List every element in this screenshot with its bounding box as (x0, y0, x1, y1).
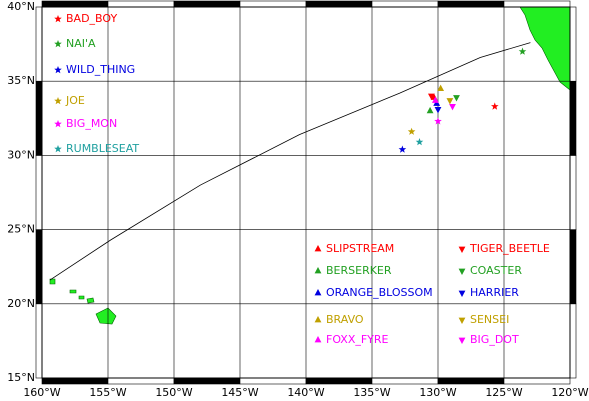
frame-segment (569, 6, 577, 82)
boat-marker (453, 95, 460, 102)
boat-marker (518, 47, 527, 55)
x-tick-label: 150°W (155, 386, 192, 399)
x-tick-label: 155°W (89, 386, 126, 399)
x-tick-label: 130°W (419, 386, 456, 399)
legend-marker (458, 268, 466, 275)
legend-marker (314, 316, 322, 323)
y-tick-label: 40°N (7, 0, 35, 13)
legend-marker (54, 40, 62, 48)
frame-segment (35, 229, 43, 305)
boat-marker (434, 106, 442, 114)
frame-segment (35, 80, 43, 156)
legend-marker (314, 336, 322, 343)
legend-marker (54, 120, 62, 128)
y-tick-label: 20°N (7, 297, 35, 310)
legend-label: NAI'A (66, 37, 96, 50)
legend-marker (458, 290, 466, 297)
frame-segment (569, 229, 577, 305)
legend-marker (458, 246, 466, 253)
legend-marker (314, 267, 322, 274)
y-tick-label: 35°N (7, 74, 35, 87)
legend-marker (458, 337, 466, 344)
boat-marker (437, 84, 445, 92)
island (95, 307, 117, 325)
legend-label: ORANGE_BLOSSOM (326, 286, 433, 299)
frame-segment (437, 377, 505, 385)
legend-label: FOXX_FYRE (326, 333, 389, 346)
frame-segment (305, 0, 373, 8)
x-tick-label: 135°W (353, 386, 390, 399)
frame-segment (173, 0, 241, 8)
frame-segment (35, 155, 43, 230)
legend-label: BRAVO (326, 313, 364, 326)
legend-label: BIG_DOT (470, 333, 519, 346)
x-tick-label: 145°W (221, 386, 258, 399)
frame-segment (569, 155, 577, 230)
legend-marker (54, 145, 62, 153)
legend-label: COASTER (470, 264, 522, 277)
boat-marker (449, 104, 456, 111)
legend-marker (458, 317, 466, 324)
boat-marker (415, 138, 424, 146)
island (49, 278, 56, 285)
boat-marker (431, 96, 439, 103)
frame-segment (503, 377, 571, 385)
boat-marker (426, 106, 434, 114)
boat-marker (398, 145, 407, 153)
boat-marker (491, 102, 499, 110)
island (86, 297, 95, 304)
x-tick-label: 125°W (485, 386, 522, 399)
boat-marker (446, 98, 454, 105)
legend-label: BERSERKER (326, 264, 392, 277)
legend-marker (54, 97, 62, 105)
plot-border (41, 6, 571, 379)
legend-label: HARRIER (470, 286, 519, 299)
island (69, 289, 77, 294)
california-coast (519, 6, 571, 91)
frame-segment (239, 0, 307, 8)
legend-label: TIGER_BEETLE (469, 242, 550, 255)
legend-label: BIG_MON (66, 117, 117, 130)
frame-segment (305, 377, 373, 385)
y-tick-label: 25°N (7, 223, 35, 236)
frame-segment (569, 303, 577, 379)
legend-marker (54, 15, 62, 23)
frame-segment (41, 0, 109, 8)
frame-segment (107, 377, 175, 385)
frame-segment (371, 0, 439, 8)
frame-segment (107, 0, 175, 8)
frame-segment (569, 80, 577, 156)
legend-label: BAD_BOY (66, 12, 117, 25)
x-tick-label: 140°W (287, 386, 324, 399)
frame-segment (41, 377, 109, 385)
boat-marker (407, 127, 416, 135)
land (49, 6, 571, 325)
legend-label: WILD_THING (66, 63, 135, 76)
legend-label: RUMBLESEAT (66, 142, 139, 155)
boat-marker (428, 93, 435, 101)
legend-label: SLIPSTREAM (326, 242, 394, 255)
frame-segment (371, 377, 439, 385)
y-tick-label: 15°N (7, 371, 35, 384)
frame-segment (503, 0, 571, 8)
legend-label: SENSEI (470, 313, 509, 326)
frame-segment (35, 6, 43, 82)
island (78, 295, 85, 300)
boat-marker (434, 117, 442, 125)
frame-segment (173, 377, 241, 385)
x-tick-label: 120°W (551, 386, 588, 399)
y-tick-label: 30°N (7, 148, 35, 161)
route-line (49, 42, 531, 281)
legend-marker (314, 289, 322, 296)
frame-segment (239, 377, 307, 385)
legend-marker (314, 245, 322, 252)
frame-segment (437, 0, 505, 8)
legend-marker (54, 66, 62, 74)
x-tick-label: 160°W (23, 386, 60, 399)
legend-label: JOE (65, 94, 85, 107)
frame-segment (35, 303, 43, 379)
